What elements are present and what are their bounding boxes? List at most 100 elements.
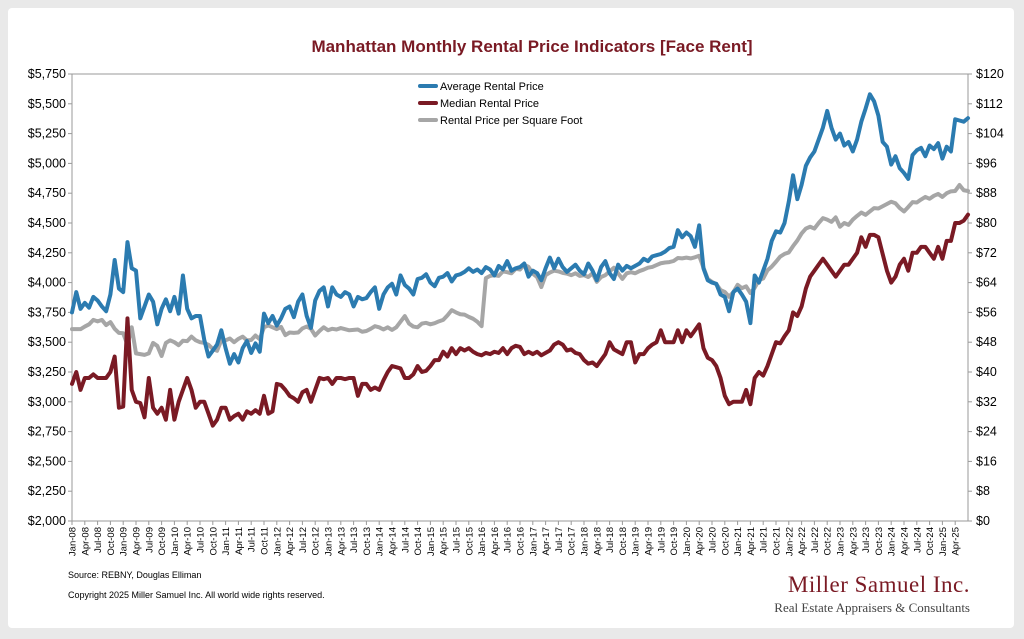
left-tick-label: $5,750 [28, 67, 66, 81]
legend: Average Rental Price Median Rental Price R… [418, 81, 582, 127]
plot-border [71, 73, 969, 522]
x-tick-label: Apr-18 [592, 527, 603, 556]
right-tick-label: $24 [976, 425, 997, 439]
x-tick-label: Apr-16 [490, 527, 501, 556]
right-tick-label: $0 [976, 514, 990, 528]
x-tick-label: Jul-09 [144, 527, 155, 553]
source-note: Source: REBNY, Douglas Elliman [68, 570, 201, 580]
x-tick-label: Apr-24 [900, 527, 911, 556]
x-tick-label: Oct-17 [567, 527, 578, 556]
x-tick-label: Jan-08 [68, 527, 79, 556]
x-tick-label: Jan-22 [784, 527, 795, 556]
x-tick-label: Jan-21 [733, 527, 744, 556]
series-line-rental-price-per-square-foot [70, 183, 970, 358]
x-tick-label: Jan-19 [631, 527, 642, 556]
right-tick-label: $16 [976, 454, 997, 468]
left-tick-label: $4,750 [28, 186, 66, 200]
x-tick-label: Apr-25 [951, 527, 962, 556]
left-tick-label: $2,000 [28, 514, 66, 528]
x-tick-label: Apr-14 [388, 527, 399, 556]
x-tick-label: Apr-15 [439, 527, 450, 556]
right-tick-label: $8 [976, 484, 990, 498]
right-tick-label: $96 [976, 156, 997, 170]
right-tick-label: $32 [976, 395, 997, 409]
x-tick-label: Oct-16 [516, 527, 527, 556]
x-tick-label: Apr-08 [80, 527, 91, 556]
left-tick-label: $5,250 [28, 127, 66, 141]
x-tick-label: Jul-17 [554, 527, 565, 553]
left-tick-label: $3,250 [28, 365, 66, 379]
x-tick-label: Jul-10 [196, 527, 207, 553]
x-axis: Jan-08 Apr-08 Jul-08 Oct-08 Jan-09 Apr-09 Jul-… [68, 521, 962, 556]
x-tick-label: Oct-22 [823, 527, 834, 556]
right-tick-label: $64 [976, 276, 997, 290]
x-tick-label: Oct-11 [260, 527, 271, 555]
chart-frame: Manhattan Monthly Rental Price Indicator… [8, 8, 1014, 628]
x-tick-label: Jul-12 [298, 527, 309, 553]
x-tick-label: Apr-09 [132, 527, 143, 556]
right-tick-label: $104 [976, 127, 1004, 141]
x-tick-label: Jan-23 [836, 527, 847, 556]
x-tick-label: Jan-25 [938, 527, 949, 556]
series-line-median-rental-price [70, 212, 970, 428]
x-tick-label: Jan-15 [426, 527, 437, 556]
x-tick-label: Jul-19 [656, 527, 667, 553]
x-tick-label: Jul-23 [861, 527, 872, 553]
x-tick-label: Jul-21 [759, 527, 770, 553]
right-tick-label: $72 [976, 246, 997, 260]
series-lines [70, 92, 970, 428]
x-tick-label: Apr-22 [797, 527, 808, 556]
x-tick-label: Jan-24 [887, 527, 898, 556]
rental-price-chart: Manhattan Monthly Rental Price Indicator… [28, 37, 1004, 615]
right-tick-label: $56 [976, 305, 997, 319]
x-tick-label: Oct-14 [413, 527, 424, 556]
x-tick-label: Apr-11 [234, 527, 245, 555]
left-tick-label: $4,000 [28, 276, 66, 290]
x-tick-label: Jan-13 [324, 527, 335, 556]
x-tick-label: Oct-08 [106, 527, 117, 556]
left-tick-label: $4,250 [28, 246, 66, 260]
x-tick-label: Apr-21 [746, 527, 757, 556]
right-tick-label: $112 [976, 97, 1003, 111]
x-tick-label: Jan-12 [272, 527, 283, 556]
x-tick-label: Apr-12 [285, 527, 296, 556]
right-y-axis: $0 $8 $16 $24 $32 $40 $48 $56 $64 $72 $80 $88 $96 $10… [968, 67, 1004, 528]
x-tick-label: Jan-14 [375, 527, 386, 556]
left-tick-label: $3,000 [28, 395, 66, 409]
x-tick-label: Jan-18 [580, 527, 591, 556]
x-tick-label: Jul-20 [708, 527, 719, 553]
x-tick-label: Oct-18 [618, 527, 629, 556]
x-tick-label: Oct-20 [720, 527, 731, 556]
brand-tagline: Real Estate Appraisers & Consultants [774, 600, 970, 615]
x-tick-label: Oct-10 [208, 527, 219, 556]
left-tick-label: $2,500 [28, 454, 66, 468]
x-tick-label: Jul-15 [452, 527, 463, 553]
left-tick-label: $5,000 [28, 156, 66, 170]
left-tick-label: $3,750 [28, 305, 66, 319]
right-tick-label: $80 [976, 216, 997, 230]
x-tick-label: Apr-20 [695, 527, 706, 556]
plot-area [71, 73, 969, 522]
left-tick-label: $4,500 [28, 216, 66, 230]
x-tick-label: Apr-10 [183, 527, 194, 556]
x-tick-label: Jul-13 [349, 527, 360, 553]
x-tick-label: Apr-13 [336, 527, 347, 556]
chart-title: Manhattan Monthly Rental Price Indicator… [311, 37, 752, 56]
legend-label: Median Rental Price [440, 98, 539, 110]
brand-name: Miller Samuel Inc. [788, 572, 970, 597]
x-tick-label: Jul-16 [503, 527, 514, 553]
x-tick-label: Jul-14 [400, 527, 411, 553]
x-tick-label: Oct-23 [874, 527, 885, 556]
x-tick-label: Jul-22 [810, 527, 821, 553]
x-tick-label: Jan-09 [119, 527, 130, 556]
copyright-note: Copyright 2025 Miller Samuel Inc. All wo… [68, 590, 325, 600]
x-tick-label: Oct-13 [362, 527, 373, 556]
x-tick-label: Jan-17 [528, 527, 539, 556]
x-tick-label: Oct-12 [311, 527, 322, 556]
x-tick-label: Apr-23 [848, 527, 859, 556]
left-tick-label: $5,500 [28, 97, 66, 111]
series-line-average-rental-price [70, 92, 970, 366]
right-tick-label: $88 [976, 186, 997, 200]
x-tick-label: Oct-21 [772, 527, 783, 556]
right-tick-label: $48 [976, 335, 997, 349]
